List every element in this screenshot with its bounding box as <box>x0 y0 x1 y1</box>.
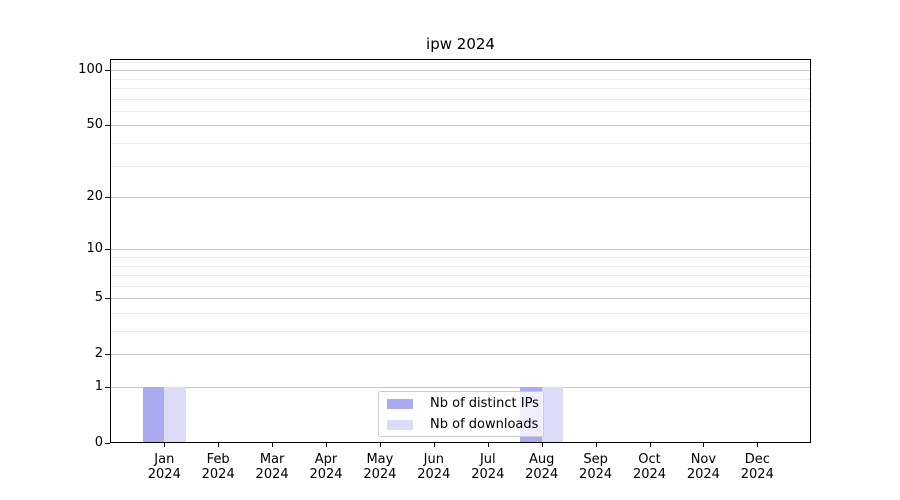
grid-line-minor <box>110 265 811 267</box>
legend-label-distinct-ips: Nb of distinct IPs <box>430 396 539 411</box>
x-tick-label: Sep 2024 <box>579 452 613 482</box>
chart-title: ipw 2024 <box>426 35 495 53</box>
x-tick-label: Dec 2024 <box>740 452 774 482</box>
axes-frame <box>110 59 811 443</box>
grid-line-minor <box>110 142 811 144</box>
y-tick <box>105 298 110 300</box>
legend-swatch-distinct-ips <box>387 398 413 409</box>
x-tick <box>541 443 543 447</box>
y-tick <box>105 249 110 251</box>
x-tick <box>703 443 705 447</box>
grid-line-major <box>110 249 811 251</box>
x-tick-label: Jul 2024 <box>471 452 505 482</box>
y-tick <box>105 70 110 72</box>
x-tick <box>164 443 166 447</box>
x-tick-label: Feb 2024 <box>201 452 235 482</box>
grid-line-minor <box>110 331 811 332</box>
legend: Nb of distinct IPs Nb of downloads <box>378 391 544 437</box>
x-tick <box>487 443 489 447</box>
bar-downloads-jan <box>164 387 186 443</box>
y-tick <box>105 197 110 198</box>
grid-line-minor <box>110 285 811 287</box>
grid-line-minor <box>110 165 811 167</box>
x-tick <box>218 443 220 447</box>
x-tick <box>379 443 381 447</box>
x-tick-label: Aug 2024 <box>525 452 559 482</box>
bar-distinct-ips-jan <box>142 387 165 443</box>
grid-line-major <box>110 387 811 388</box>
x-tick <box>649 443 651 447</box>
grid-line-minor <box>110 98 811 100</box>
grid-line-minor <box>110 78 811 80</box>
x-tick <box>272 443 274 447</box>
legend-swatch-downloads <box>387 419 413 430</box>
x-tick <box>433 443 435 447</box>
y-tick-label: 100 <box>78 62 103 78</box>
y-tick-label: 20 <box>86 189 103 204</box>
grid-line-major <box>110 70 811 72</box>
x-tick <box>757 443 759 447</box>
y-tick <box>105 387 110 388</box>
legend-item-downloads: Nb of downloads <box>385 416 539 433</box>
grid-line-major <box>110 197 811 198</box>
legend-item-distinct-ips: Nb of distinct IPs <box>385 395 539 412</box>
y-tick-label: 0 <box>94 435 103 450</box>
y-tick <box>105 443 110 444</box>
x-tick-label: Jun 2024 <box>417 452 451 482</box>
grid-line-minor <box>110 62 811 64</box>
legend-label-downloads: Nb of downloads <box>430 417 539 432</box>
grid-line-major <box>110 125 811 127</box>
y-tick <box>105 354 110 356</box>
x-tick-label: Jan 2024 <box>147 452 181 482</box>
x-tick-label: Oct 2024 <box>632 452 667 482</box>
grid-line-major <box>110 298 811 300</box>
grid-line-minor <box>110 256 811 258</box>
y-tick-label: 1 <box>94 379 103 394</box>
y-tick-label: 5 <box>94 290 103 306</box>
x-tick-label: Nov 2024 <box>686 452 720 482</box>
x-tick <box>595 443 597 447</box>
y-tick-label: 50 <box>86 117 103 133</box>
x-tick-label: Apr 2024 <box>309 452 343 482</box>
x-tick-label: May 2024 <box>363 452 397 482</box>
grid-line-minor <box>110 87 811 89</box>
x-tick <box>326 443 327 447</box>
grid-line-minor <box>110 110 811 112</box>
y-tick <box>105 125 110 127</box>
bar-downloads-aug <box>541 387 564 443</box>
grid-line-major <box>110 354 811 356</box>
x-tick-label: Mar 2024 <box>255 452 289 482</box>
grid-line-minor <box>110 275 811 276</box>
grid-line-minor <box>110 312 811 314</box>
y-tick-label: 10 <box>86 241 103 257</box>
y-tick-label: 2 <box>94 346 103 362</box>
